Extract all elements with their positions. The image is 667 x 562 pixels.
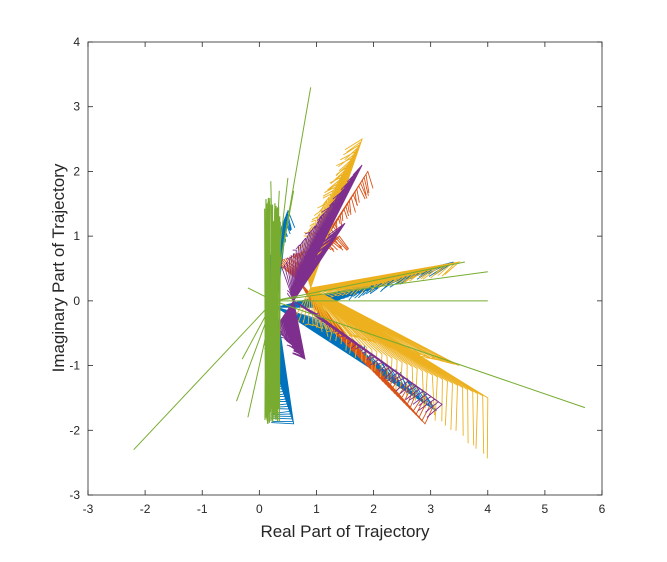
x-tick-label: -2 (140, 502, 151, 516)
x-tick-label: 5 (542, 502, 549, 516)
series-4-spike-3 (273, 271, 488, 302)
y-tick-label: -3 (69, 488, 80, 502)
x-tick-label: 4 (484, 502, 491, 516)
y-axis-label: Imaginary Part of Trajectory (49, 163, 68, 372)
y-tick-label: 4 (73, 35, 80, 49)
y-tick-label: -1 (69, 359, 80, 373)
tick-layer: -3 -2 -1 0 1 2 3 4 5 6 -3 -2 -1 0 1 2 3 4 (69, 35, 605, 516)
series-3-lobe-2 (286, 222, 346, 302)
series-4-spike-2 (273, 300, 586, 409)
x-tick-label: 6 (599, 502, 606, 516)
x-tick-label: 1 (313, 502, 320, 516)
y-tick-label: -2 (69, 423, 80, 437)
axes-box (87, 41, 603, 496)
plot-area (133, 87, 586, 459)
y-tick-label: 3 (73, 100, 80, 114)
series-3-lobe-1 (293, 300, 443, 418)
series-4 (133, 87, 586, 451)
axes-frame (87, 41, 603, 496)
x-tick-label: -1 (197, 502, 208, 516)
y-tick-label: 2 (73, 164, 80, 178)
series-4-spike-0 (133, 300, 274, 451)
x-tick-label: 2 (370, 502, 377, 516)
series-4-spike-5 (273, 261, 465, 302)
x-tick-label: 0 (256, 502, 263, 516)
y-tick-label: 0 (73, 294, 80, 308)
x-axis-label: Real Part of Trajectory (260, 522, 430, 541)
series-3-lobe-0 (280, 164, 363, 302)
series-2 (293, 138, 489, 459)
series-3 (275, 164, 443, 418)
y-tick-label: 1 (73, 229, 80, 243)
x-tick-label: 3 (427, 502, 434, 516)
x-tick-label: -3 (83, 502, 94, 516)
series-4-band (264, 197, 281, 424)
